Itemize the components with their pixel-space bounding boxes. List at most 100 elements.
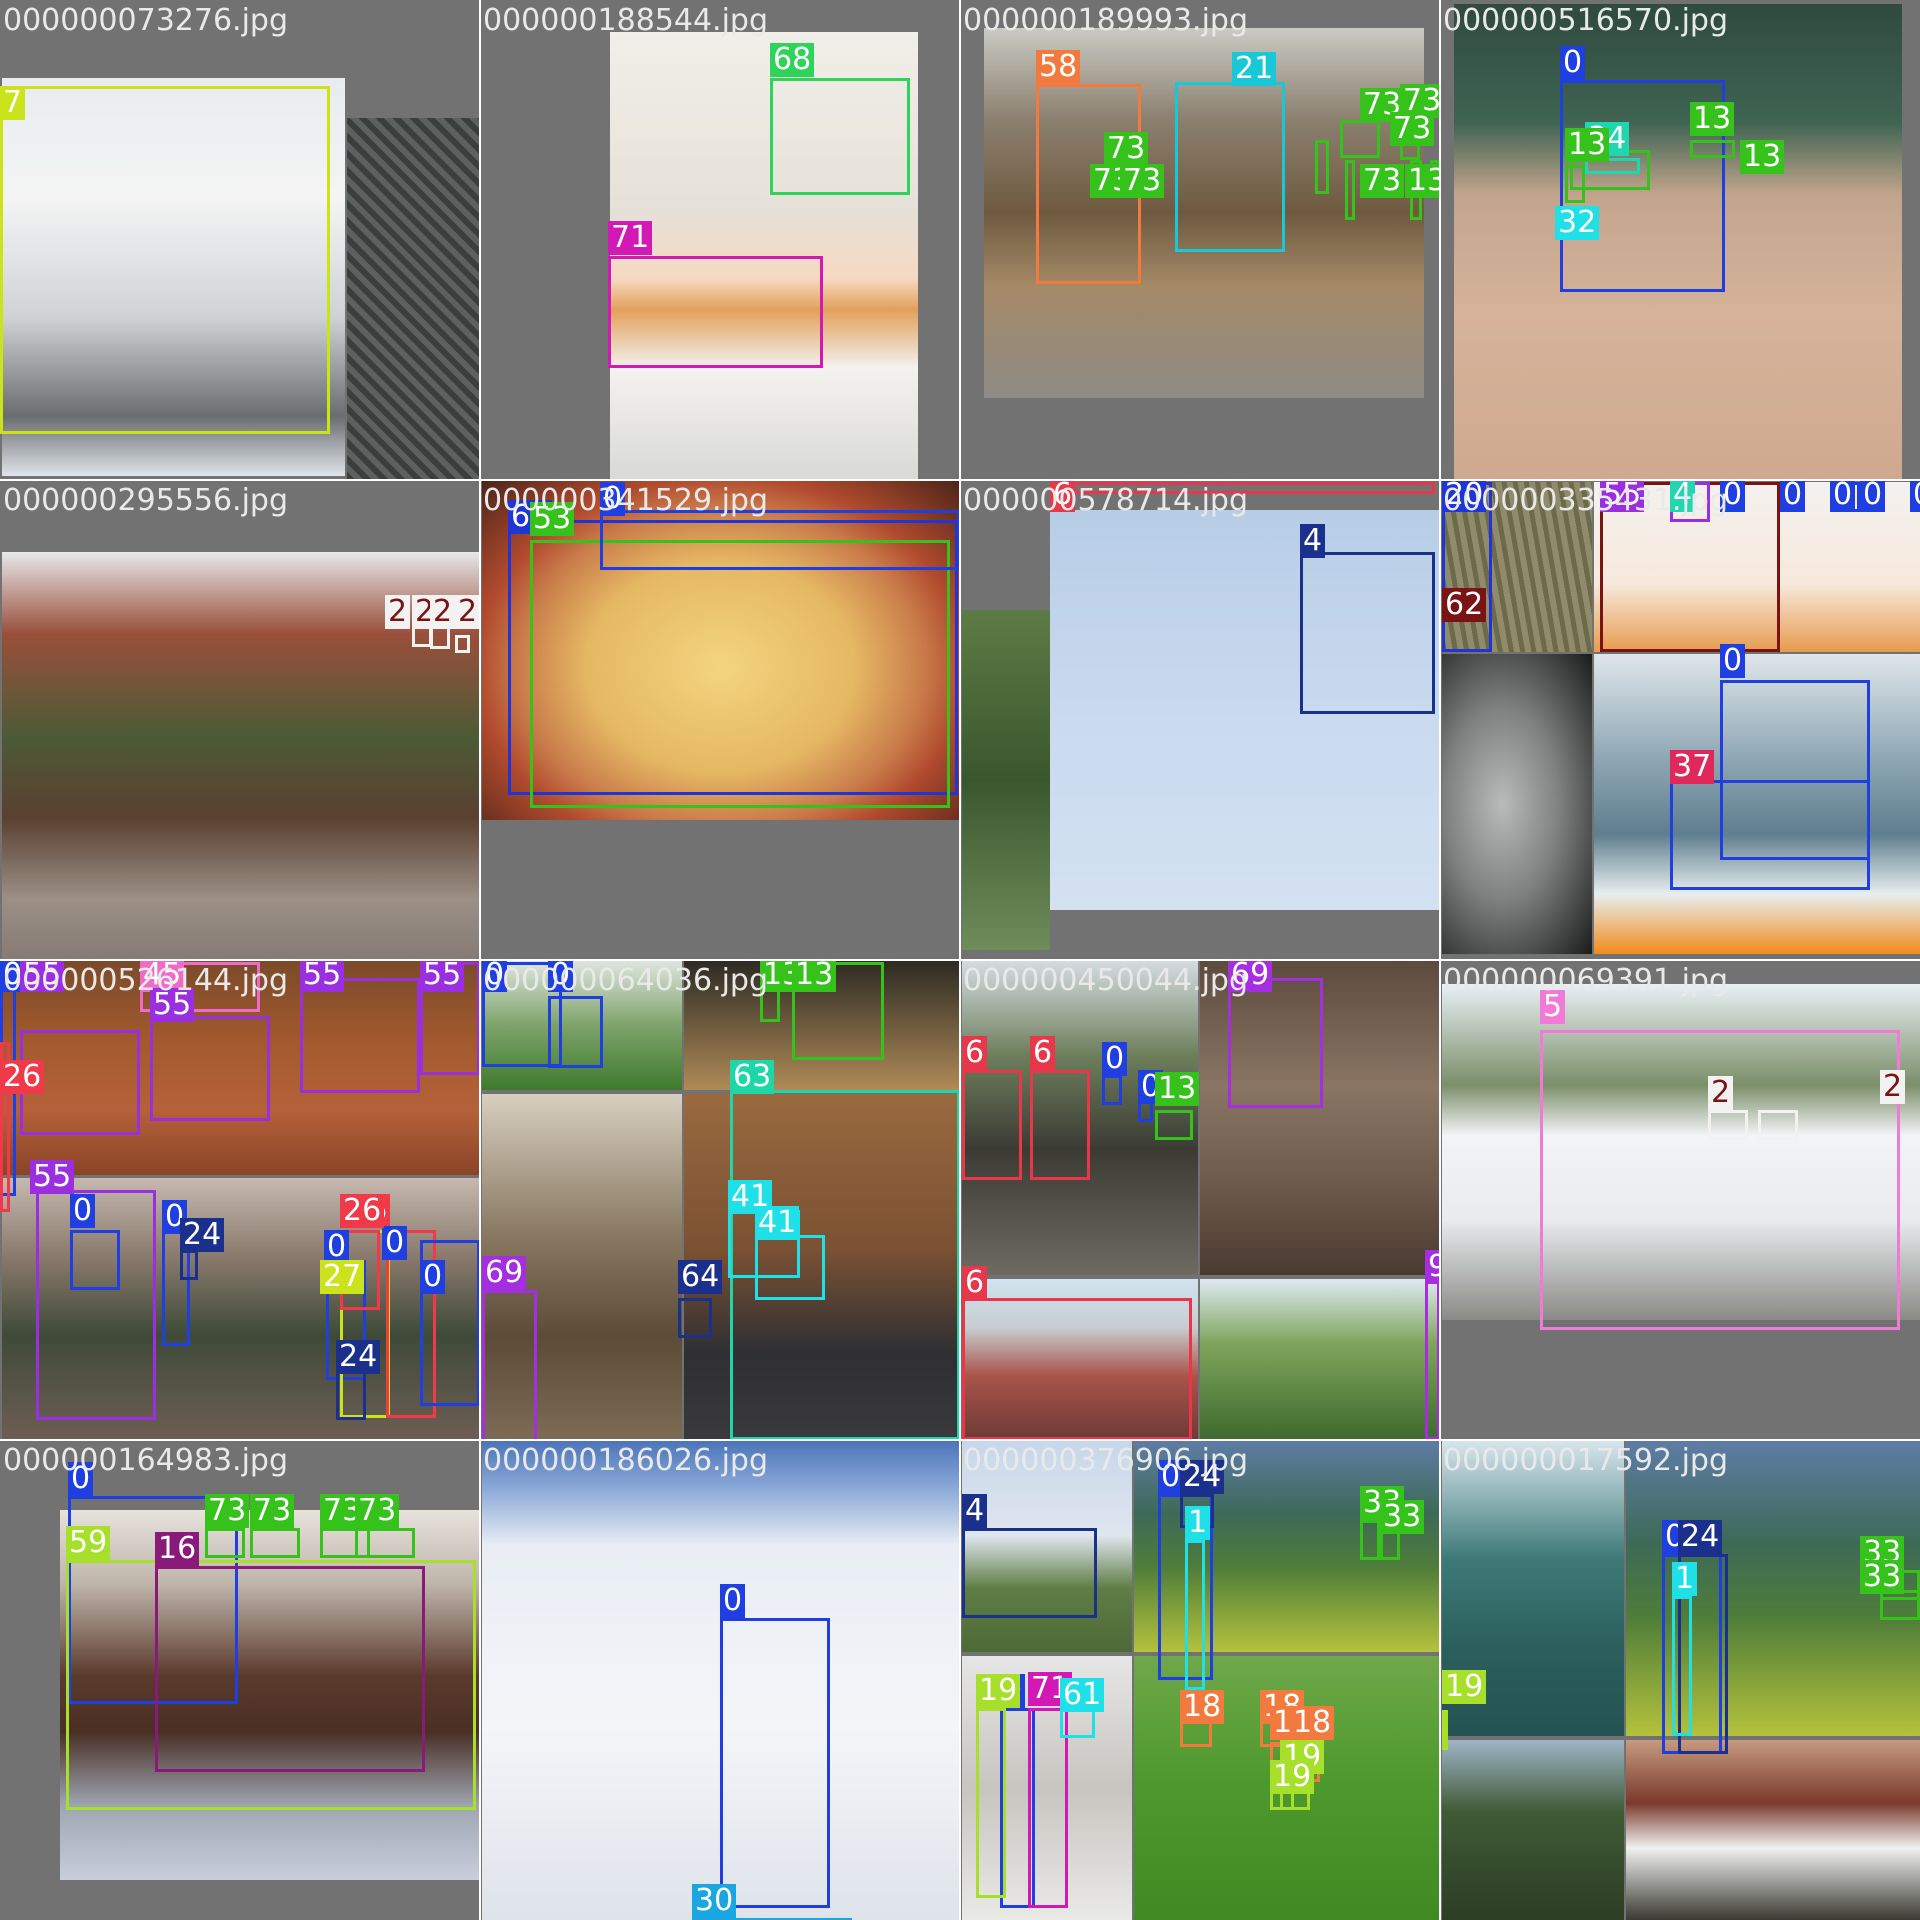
class-label: 1: [1185, 1506, 1211, 1540]
class-label: 26: [0, 1060, 45, 1094]
mosaic-tile: 0 16 73 73 73 73 59 000000164983.jpg: [0, 1440, 480, 1920]
class-label: 0: [1560, 46, 1586, 80]
tile-filename: 000000073276.jpg: [3, 3, 288, 38]
class-label: 0: [1910, 480, 1920, 512]
tile-divider: [0, 959, 1920, 961]
bounding-box: [530, 540, 950, 808]
class-label: 30: [692, 1884, 737, 1918]
tile-filename: 000000376906.jpg: [963, 1443, 1248, 1478]
class-label: 0: [1720, 480, 1746, 512]
bounding-box: [0, 1042, 10, 1212]
mosaic-tile: 4024133330716118181818191919000000376906…: [960, 1440, 1440, 1920]
bounding-box: [1300, 552, 1435, 714]
bounding-box: [792, 962, 884, 1060]
class-label: 2: [455, 595, 480, 629]
mosaic-tile: 5 2 2 000000069391.jpg: [1440, 960, 1920, 1440]
stone-wall-photo: [347, 118, 480, 480]
class-label: 4: [962, 1494, 988, 1528]
class-label: 73: [250, 1494, 295, 1528]
class-label: 55: [300, 960, 345, 992]
class-label: 26: [340, 1194, 385, 1228]
bounding-box: [1175, 82, 1285, 252]
bounding-box: [1560, 80, 1725, 292]
mosaic-tile: 68 71 000000188544.jpg: [480, 0, 960, 480]
class-label: 13: [792, 960, 837, 992]
mosaic-tile: 03413133213000000516570.jpg: [1440, 0, 1920, 480]
class-label: 24: [336, 1340, 381, 1374]
bounding-box: [692, 1918, 852, 1920]
class-label: 41: [755, 1206, 800, 1240]
mosaic-tile: 206255400000037000000335431.jpg: [1440, 480, 1920, 960]
class-label: 33: [1380, 1500, 1425, 1534]
bounding-box: [962, 1298, 1192, 1440]
bounding-box: [1720, 680, 1870, 860]
mosaic-tile: 0554555555555002402726002426026000000526…: [0, 960, 480, 1440]
bounding-box: [1030, 1070, 1090, 1180]
tile-filename: 000000526144.jpg: [3, 963, 288, 998]
class-label: 55: [20, 960, 65, 992]
class-label: 32: [1555, 206, 1600, 240]
class-label: 73: [1120, 164, 1165, 198]
class-label: 4: [1300, 524, 1326, 558]
bounding-box: [678, 1298, 712, 1338]
class-label: 0: [1780, 480, 1806, 512]
class-label: 69: [1228, 960, 1273, 992]
class-label: 27: [320, 1260, 365, 1294]
class-label: 62: [1442, 588, 1487, 622]
mosaic-tile: 6 4 000000578714.jpg: [960, 480, 1440, 960]
bounding-box: [1000, 1708, 1035, 1908]
tile-filename: 000000017592.jpg: [1443, 1443, 1728, 1478]
class-label: 0: [1102, 1042, 1128, 1076]
bounding-box: [1340, 120, 1380, 158]
class-label: 69: [482, 1256, 527, 1290]
class-label: 13: [1155, 1072, 1200, 1106]
tile-filename: 000000516570.jpg: [1443, 3, 1728, 38]
class-label: 61: [1060, 1678, 1105, 1712]
bounding-box: [320, 1528, 370, 1558]
class-label: 55: [420, 960, 465, 992]
bounding-box: [1360, 1520, 1380, 1560]
bounding-box: [1442, 1710, 1448, 1750]
tile-divider: [1439, 0, 1441, 1920]
tile-filename: 000000341529.jpg: [483, 483, 768, 518]
class-label: 73: [1360, 164, 1405, 198]
bounding-box: [250, 1528, 300, 1558]
mosaic-tile: 0 0 13 13 63 41 41 64 69 000000064036.jpg: [480, 960, 960, 1440]
bounding-box: [300, 978, 420, 1093]
class-label: 73: [1104, 132, 1149, 166]
class-label: 1: [1672, 1562, 1698, 1596]
bounding-box: [1672, 1596, 1692, 1736]
class-label: 7: [0, 86, 26, 120]
bounding-box: [962, 1070, 1022, 1180]
bounding-box: [976, 1708, 1006, 1898]
class-label: 13: [1740, 140, 1785, 174]
hurst-grove-sign-photo: [1626, 1740, 1920, 1920]
class-label: 0: [600, 482, 626, 516]
class-label: 45: [140, 960, 185, 992]
class-label: 4: [1670, 480, 1696, 512]
bounding-box: [205, 1528, 245, 1558]
bounding-box: [1540, 1030, 1900, 1330]
mosaic-tile: 2 2 2 2 000000295556.jpg: [0, 480, 480, 960]
bounding-box: [608, 256, 823, 368]
bounding-box: [1565, 165, 1585, 203]
bounding-box: [1690, 140, 1735, 158]
class-label: 0: [70, 1194, 96, 1228]
class-label: 6: [962, 1036, 988, 1070]
bounding-box: [1708, 1110, 1748, 1140]
mosaic-tile: 60530000000341529.jpg: [480, 480, 960, 960]
baseball-batter-photo: [1454, 4, 1902, 480]
tile-filename: 000000295556.jpg: [3, 483, 288, 518]
bounding-box: [1345, 160, 1355, 220]
tile-filename: 000000188544.jpg: [483, 3, 768, 38]
bounding-box: [70, 1230, 120, 1290]
class-label: 73: [205, 1494, 250, 1528]
soccer-legs-photo: [482, 960, 682, 1090]
bounding-box: [1880, 1590, 1920, 1620]
class-label: 41: [728, 1180, 773, 1214]
bounding-box: [66, 1560, 476, 1810]
class-label: 0: [68, 1462, 94, 1496]
bounding-box: [1060, 1708, 1095, 1738]
class-label: 13: [1405, 164, 1440, 198]
